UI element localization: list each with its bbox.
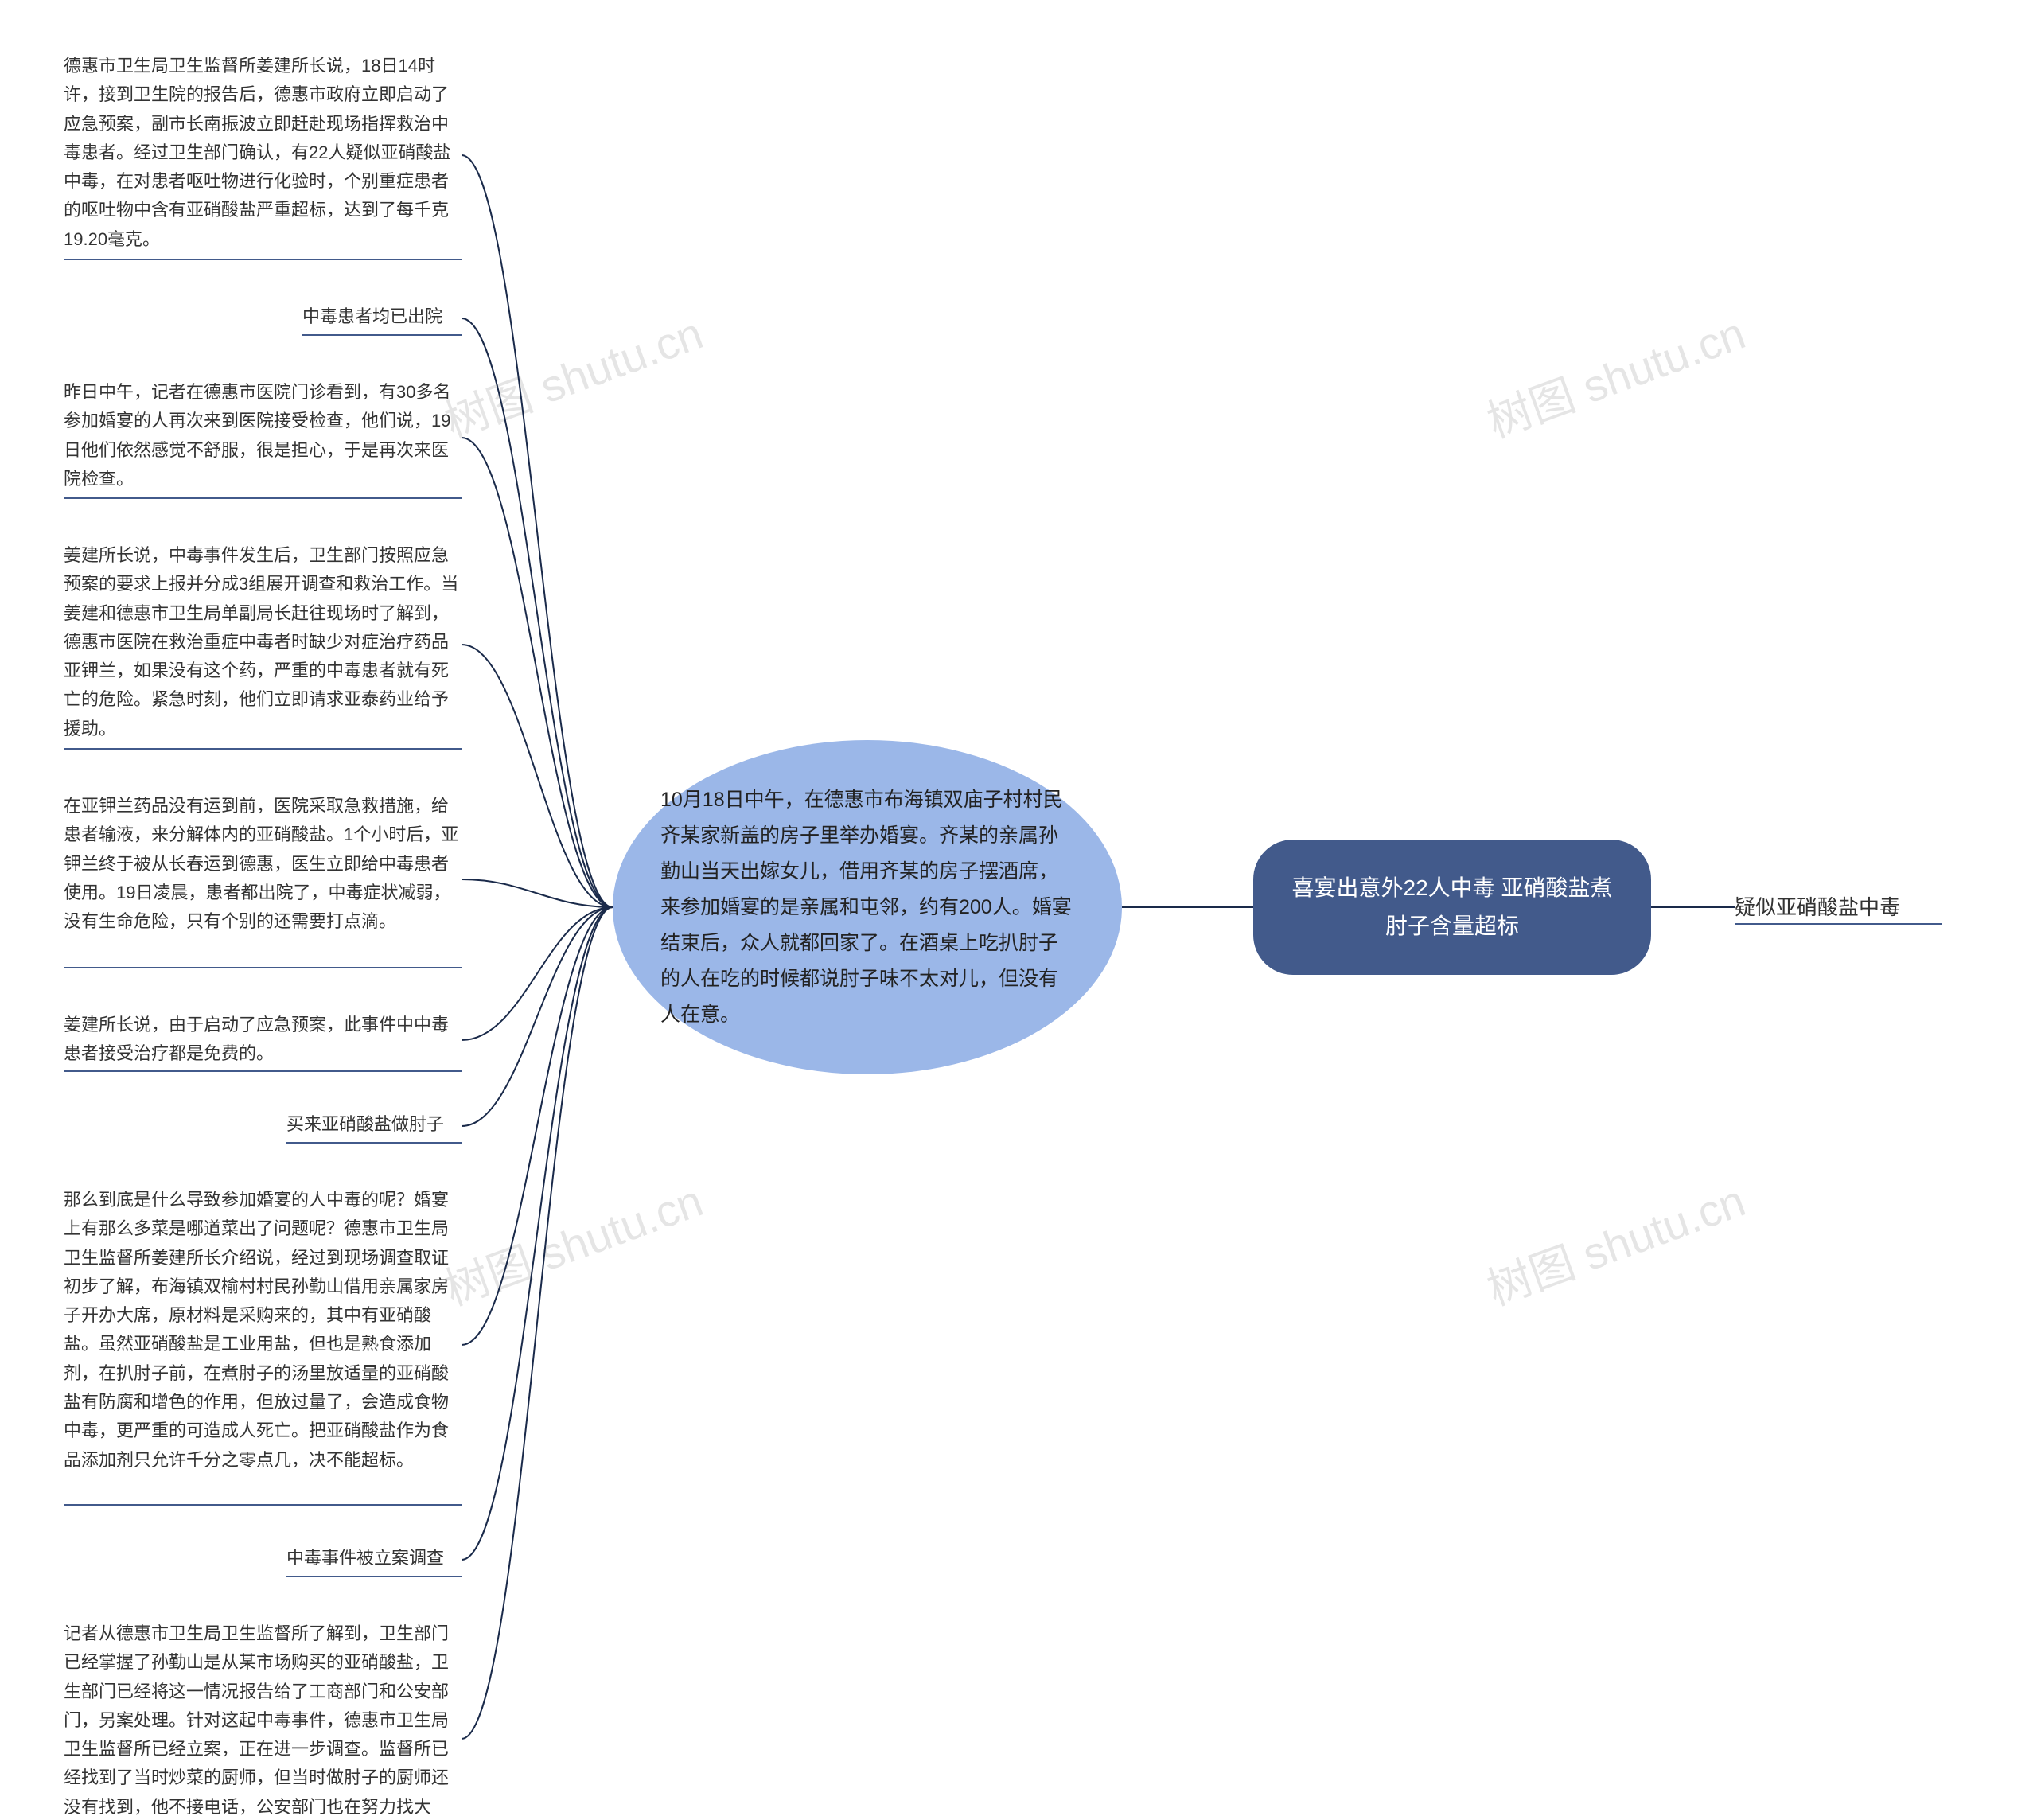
level1-left-text: 10月18日中午，在德惠市布海镇双庙子村村民齐某家新盖的房子里举办婚宴。齐某的亲…: [660, 782, 1074, 1033]
root-label: 喜宴出意外22人中毒 亚硝酸盐煮肘子含量超标: [1285, 869, 1619, 945]
leaf-node: 在亚钾兰药品没有运到前，医院采取急救措施，给患者输液，来分解体内的亚硝酸盐。1个…: [64, 792, 462, 936]
leaf-node: 买来亚硝酸盐做肘子: [286, 1110, 462, 1139]
leaf-underline: [64, 1504, 462, 1506]
leaf-text: 昨日中午，记者在德惠市医院门诊看到，有30多名参加婚宴的人再次来到医院接受检查，…: [64, 378, 462, 493]
leaf-text: 在亚钾兰药品没有运到前，医院采取急救措施，给患者输液，来分解体内的亚硝酸盐。1个…: [64, 792, 462, 936]
level1-left-node: 10月18日中午，在德惠市布海镇双庙子村村民齐某家新盖的房子里举办婚宴。齐某的亲…: [613, 740, 1122, 1074]
leaf-underline: [64, 259, 462, 260]
leaf-underline: [286, 1576, 462, 1577]
mindmap-root: 喜宴出意外22人中毒 亚硝酸盐煮肘子含量超标: [1253, 840, 1651, 975]
leaf-underline: [64, 748, 462, 750]
leaf-node: 中毒患者均已出院: [302, 302, 462, 331]
leaf-text: 中毒患者均已出院: [302, 302, 442, 331]
leaf-text: 中毒事件被立案调查: [286, 1544, 444, 1573]
leaf-node: 德惠市卫生局卫生监督所姜建所长说，18日14时许，接到卫生院的报告后，德惠市政府…: [64, 52, 462, 254]
leaf-node: 姜建所长说，中毒事件发生后，卫生部门按照应急预案的要求上报并分成3组展开调查和救…: [64, 541, 462, 743]
leaf-node: 姜建所长说，由于启动了应急预案，此事件中中毒患者接受治疗都是免费的。: [64, 1011, 462, 1069]
leaf-underline: [64, 497, 462, 499]
leaf-node: 昨日中午，记者在德惠市医院门诊看到，有30多名参加婚宴的人再次来到医院接受检查，…: [64, 378, 462, 493]
leaf-text: 记者从德惠市卫生局卫生监督所了解到，卫生部门已经掌握了孙勤山是从某市场购买的亚硝…: [64, 1619, 462, 1820]
leaf-text: 姜建所长说，中毒事件发生后，卫生部门按照应急预案的要求上报并分成3组展开调查和救…: [64, 541, 462, 743]
level1-right-text: 疑似亚硝酸盐中毒: [1735, 890, 1900, 925]
leaf-node: 记者从德惠市卫生局卫生监督所了解到，卫生部门已经掌握了孙勤山是从某市场购买的亚硝…: [64, 1619, 462, 1820]
leaf-underline: [64, 1070, 462, 1072]
leaf-text: 那么到底是什么导致参加婚宴的人中毒的呢？婚宴上有那么多菜是哪道菜出了问题呢？德惠…: [64, 1186, 462, 1475]
leaf-node: 那么到底是什么导致参加婚宴的人中毒的呢？婚宴上有那么多菜是哪道菜出了问题呢？德惠…: [64, 1186, 462, 1475]
level1-right-node: 疑似亚硝酸盐中毒: [1735, 891, 1942, 923]
watermark: 树图 shutu.cn: [434, 298, 711, 450]
watermark: 树图 shutu.cn: [1477, 298, 1753, 450]
leaf-underline: [302, 334, 462, 336]
level1-right-underline: [1735, 923, 1942, 925]
watermark: 树图 shutu.cn: [1477, 1165, 1753, 1318]
leaf-text: 姜建所长说，由于启动了应急预案，此事件中中毒患者接受治疗都是免费的。: [64, 1011, 462, 1069]
leaf-underline: [286, 1142, 462, 1144]
leaf-text: 德惠市卫生局卫生监督所姜建所长说，18日14时许，接到卫生院的报告后，德惠市政府…: [64, 52, 462, 254]
leaf-node: 中毒事件被立案调查: [286, 1544, 462, 1573]
watermark: 树图 shutu.cn: [434, 1165, 711, 1318]
leaf-underline: [64, 967, 462, 968]
leaf-text: 买来亚硝酸盐做肘子: [286, 1110, 444, 1139]
